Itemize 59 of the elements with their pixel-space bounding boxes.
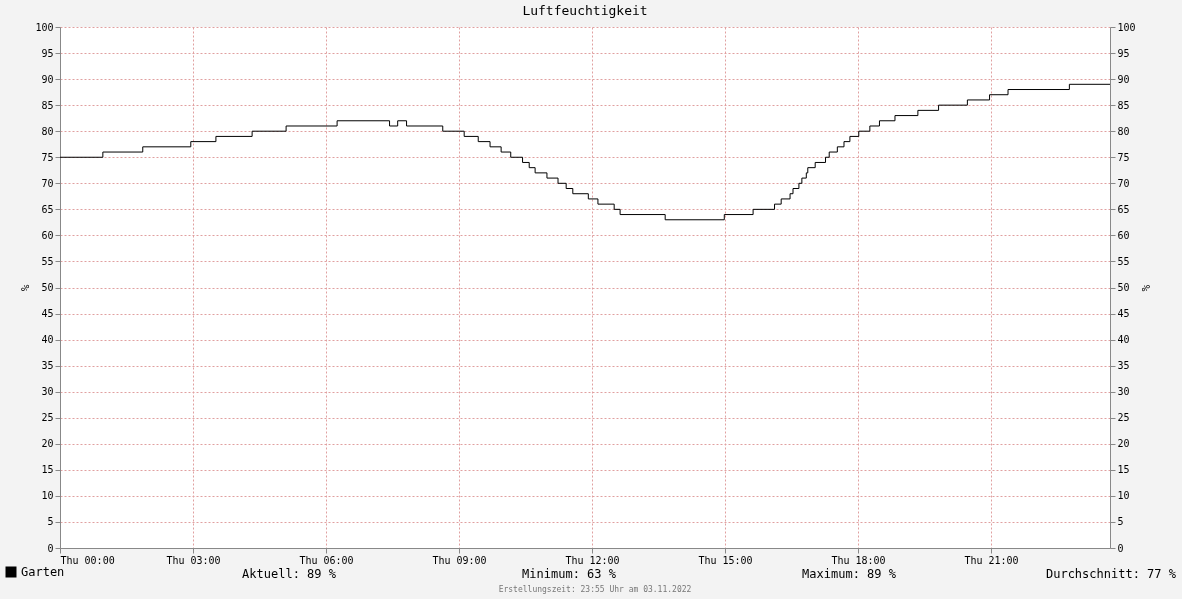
- y2-tick-label: 20: [1117, 438, 1130, 450]
- y-tick-label: 25: [41, 412, 54, 424]
- x-tick-label: Thu 09:00: [432, 554, 487, 566]
- y-tick-label: 40: [41, 334, 54, 346]
- text: Erstellungszeit: 23:55 Uhr am 03.11.2022: [498, 585, 692, 594]
- y2-tick-label: 90: [1117, 73, 1130, 85]
- y2-tick-label: 0: [1117, 542, 1124, 554]
- y2-tick-label: 70: [1117, 177, 1130, 189]
- y2-tick-label: 95: [1117, 47, 1130, 59]
- x-tick-label: Thu 12:00: [565, 554, 620, 566]
- y-tick-label: 5: [47, 516, 54, 528]
- y-tick-label: 90: [41, 73, 54, 85]
- y2-tick-label: 60: [1117, 229, 1130, 241]
- y-tick-label: 60: [41, 229, 54, 241]
- y-tick-label: 10: [41, 490, 54, 502]
- x-tick-label: Thu 15:00: [698, 554, 753, 566]
- y2-tick-label: 15: [1117, 464, 1130, 476]
- y2-tick-label: 65: [1117, 203, 1130, 215]
- y-tick-label: 55: [41, 255, 54, 267]
- x-tick-label: Thu 00:00: [60, 554, 115, 566]
- y2-tick-label: 25: [1117, 412, 1130, 424]
- y-axis-title: %: [19, 284, 33, 292]
- x-tick-label: Thu 18:00: [831, 554, 886, 566]
- x-tick-label: Thu 03:00: [166, 554, 221, 566]
- text: Aktuell: 89 %: [242, 567, 337, 581]
- y2-axis-title: %: [1138, 284, 1152, 292]
- y-tick-label: 85: [41, 99, 54, 111]
- y-tick-label: 15: [41, 464, 54, 476]
- y2-tick-label: 45: [1117, 308, 1130, 320]
- y-tick-label: 100: [35, 21, 54, 33]
- chart-title: Luftfeuchtigkeit: [522, 3, 648, 18]
- y-tick-label: 45: [41, 308, 54, 320]
- text: Minimum: 63 %: [522, 567, 617, 581]
- legend-label: Garten: [21, 565, 65, 579]
- x-tick-label: Thu 06:00: [299, 554, 354, 566]
- y2-tick-label: 85: [1117, 99, 1130, 111]
- text: Durchschnitt: 77 %: [1045, 567, 1177, 581]
- y2-tick-label: 35: [1117, 360, 1130, 372]
- y-tick-label: 35: [41, 360, 54, 372]
- y2-tick-label: 5: [1117, 516, 1124, 528]
- y2-tick-label: 55: [1117, 255, 1130, 267]
- y2-tick-label: 100: [1117, 21, 1136, 33]
- y2-tick-label: 30: [1117, 386, 1130, 398]
- text: Maximum: 89 %: [802, 567, 897, 581]
- y2-tick-label: 75: [1117, 151, 1130, 163]
- y-tick-label: 95: [41, 47, 54, 59]
- y-tick-label: 30: [41, 386, 54, 398]
- y-tick-label: 75: [41, 151, 54, 163]
- y-tick-label: 65: [41, 203, 54, 215]
- y-tick-label: 50: [41, 282, 54, 293]
- y2-tick-label: 40: [1117, 334, 1130, 346]
- y2-tick-label: 50: [1117, 282, 1130, 293]
- y-tick-label: 80: [41, 125, 54, 137]
- x-tick-label: Thu 21:00: [964, 554, 1019, 566]
- y2-tick-label: 10: [1117, 490, 1130, 502]
- y-tick-label: 0: [47, 542, 54, 554]
- y-tick-label: 20: [41, 438, 54, 450]
- y2-tick-label: 80: [1117, 125, 1130, 137]
- y-tick-label: 70: [41, 177, 54, 189]
